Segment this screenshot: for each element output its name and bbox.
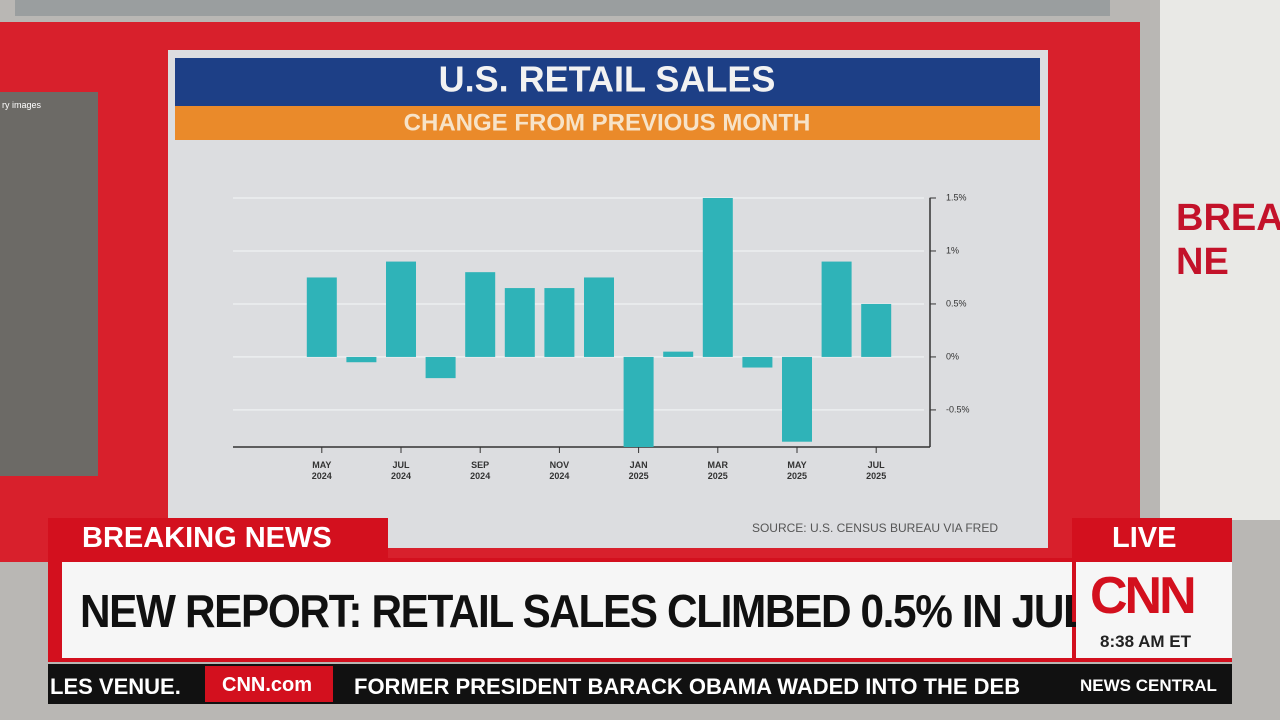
y-tick-label: 0% (946, 351, 959, 361)
title-band (175, 58, 1040, 106)
bar (663, 351, 694, 357)
x-tick-label: NOV 2024 (549, 460, 570, 481)
x-tick-label: JUL 2024 (390, 460, 412, 481)
side-text: BREA NE (1176, 197, 1280, 283)
bar (465, 272, 496, 357)
source-note: SOURCE: U.S. CENSUS BUREAU VIA FRED (752, 521, 998, 535)
left-screen (0, 92, 98, 476)
bar (584, 277, 614, 357)
bar (306, 277, 337, 357)
y-tick-label: 1% (946, 245, 959, 255)
ticker-brand: CNN.com (222, 674, 313, 696)
bar (782, 356, 812, 442)
y-tick-label: -0.5% (946, 404, 970, 414)
show-name: NEWS CENTRAL (1080, 676, 1217, 695)
x-tick-label: JUL 2025 (866, 460, 887, 481)
x-tick-label: JAN 2025 (628, 460, 649, 481)
right-wall (1160, 0, 1280, 520)
breaking-label: BREAKING NEWS (82, 522, 332, 554)
clock: 8:38 AM ET (1100, 632, 1192, 651)
x-tick-label: MAY 2025 (786, 460, 808, 481)
logo-panel (1076, 562, 1232, 658)
ticker-text: FORMER PRESIDENT BARACK OBAMA WADED INTO… (354, 674, 1021, 699)
ticker-brand-box (205, 666, 333, 702)
headline-panel (62, 562, 1072, 658)
bar (346, 356, 377, 363)
subtitle-band (175, 106, 1040, 140)
bar (386, 261, 416, 357)
bar (742, 356, 773, 368)
chart-subtitle: CHANGE FROM PREVIOUS MONTH (404, 109, 811, 136)
bar (702, 197, 733, 357)
x-tick-label: MAR 2025 (707, 460, 729, 481)
bar (623, 356, 654, 447)
bar (544, 288, 575, 357)
bar (861, 303, 892, 357)
breaking-tab (48, 518, 388, 558)
y-tick-label: 1.5% (946, 192, 967, 202)
live-tab (1072, 518, 1232, 558)
live-label: LIVE (1112, 522, 1177, 554)
x-tick-label: SEP 2024 (470, 460, 491, 481)
bar (425, 356, 456, 379)
chart-title: U.S. RETAIL SALES (439, 59, 776, 100)
headline: NEW REPORT: RETAIL SALES CLIMBED 0.5% IN… (80, 585, 1112, 637)
photo-credit: ry images (2, 100, 42, 110)
top-screen (15, 0, 1110, 16)
x-tick-label: MAY 2024 (311, 460, 332, 481)
bar (504, 288, 535, 357)
network-logo: CNN (1090, 567, 1197, 625)
bar (821, 261, 852, 357)
ticker-left: LES VENUE. (50, 674, 181, 699)
y-tick-label: 0.5% (946, 298, 967, 308)
